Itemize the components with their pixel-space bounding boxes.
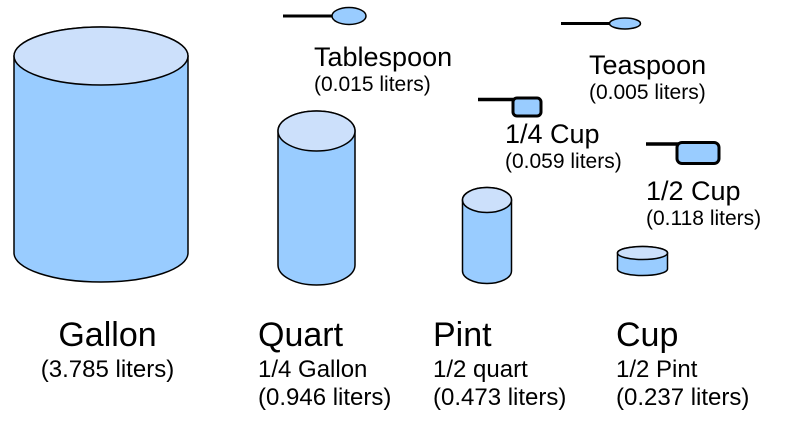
tablespoon-name: Tablespoon <box>314 42 453 72</box>
half-cup-label: 1/2 Cup (0.118 liters) <box>646 176 761 231</box>
pint-name: Pint <box>433 316 492 354</box>
teaspoon-label: Teaspoon (0.005 liters) <box>589 50 706 105</box>
cup-equivalent: 1/2 Pint <box>616 356 698 383</box>
tablespoon-label: Tablespoon (0.015 liters) <box>314 42 452 97</box>
half-cup-liters: (0.118 liters) <box>646 207 762 230</box>
quarter-cup-name: 1/4 Cup <box>505 119 600 149</box>
gallon-cylinder <box>13 26 189 283</box>
quart-liters: (0.946 liters) <box>258 384 392 411</box>
cup-liters: (0.237 liters) <box>616 384 750 411</box>
gallon-name: Gallon <box>58 316 157 354</box>
half-cup-name: 1/2 Cup <box>646 176 741 206</box>
quart-name: Quart <box>258 316 344 354</box>
quart-cylinder <box>277 110 356 286</box>
tablespoon-liters: (0.015 liters) <box>314 73 431 96</box>
cup-cylinder <box>616 245 669 277</box>
quarter-cup-icon <box>478 96 543 118</box>
pint-liters: (0.473 liters) <box>433 384 567 411</box>
teaspoon-icon <box>561 17 642 30</box>
quart-label: Quart 1/4 Gallon (0.946 liters) <box>258 314 391 412</box>
quarter-cup-label: 1/4 Cup (0.059 liters) <box>505 119 622 174</box>
gallon-liters: (3.785 liters) <box>40 356 175 383</box>
tablespoon-icon <box>283 6 367 26</box>
pint-equivalent: 1/2 quart <box>433 356 528 383</box>
teaspoon-name: Teaspoon <box>589 50 707 80</box>
quart-equivalent: 1/4 Gallon <box>258 356 368 383</box>
gallon-label: Gallon (3.785 liters) <box>5 314 210 384</box>
half-cup-icon <box>646 141 721 165</box>
teaspoon-liters: (0.005 liters) <box>589 81 706 104</box>
pint-label: Pint 1/2 quart (0.473 liters) <box>433 314 566 412</box>
pint-cylinder <box>461 186 513 285</box>
cup-name: Cup <box>616 316 679 354</box>
cup-label: Cup 1/2 Pint (0.237 liters) <box>616 314 749 412</box>
quarter-cup-liters: (0.059 liters) <box>505 150 622 173</box>
